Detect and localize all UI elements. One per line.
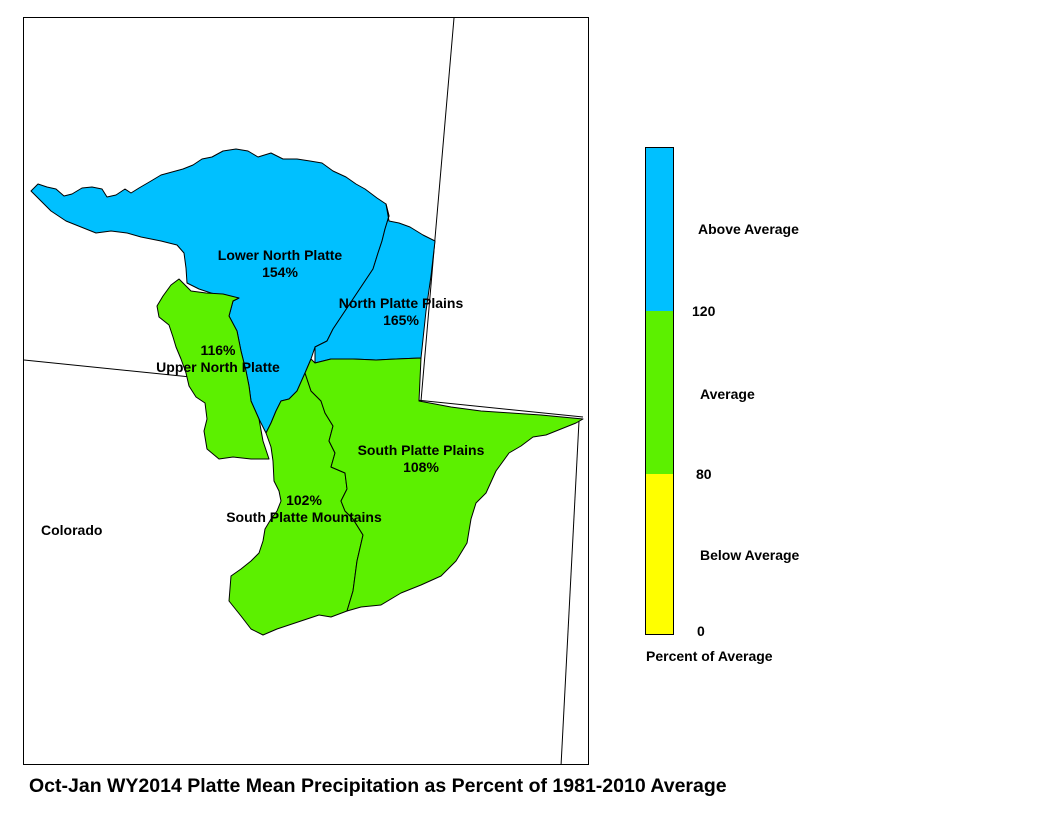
- legend-break-80: 80: [696, 466, 712, 482]
- state-label: Colorado: [41, 522, 103, 538]
- legend-label-average: Average: [700, 386, 755, 402]
- basin-label-upper-north-platte: 116% Upper North Platte: [156, 342, 280, 376]
- basin-label-south-platte-mountains: 102% South Platte Mountains: [226, 492, 382, 526]
- legend-swatch-above: [646, 148, 673, 311]
- basin-name: Upper North Platte: [156, 359, 280, 375]
- basin-map: [24, 18, 584, 764]
- legend-title: Percent of Average: [646, 648, 773, 664]
- basin-label-south-platte-plains: South Platte Plains 108%: [358, 442, 485, 476]
- legend-label-below: Below Average: [700, 547, 800, 563]
- basin-percent: 116%: [200, 342, 236, 358]
- state-boundary-line: [560, 420, 580, 764]
- map-frame: [23, 17, 589, 765]
- basin-percent: 108%: [403, 459, 439, 475]
- legend-break-0: 0: [697, 623, 705, 639]
- basin-name: Lower North Platte: [217, 247, 343, 263]
- basin-label-lower-north-platte: Lower North Platte 154%: [218, 247, 342, 281]
- legend-swatch-average: [646, 311, 673, 474]
- map-title: Oct-Jan WY2014 Platte Mean Precipitation…: [29, 775, 727, 797]
- legend-label-above: Above Average: [698, 221, 799, 237]
- legend-break-120: 120: [692, 303, 716, 319]
- state-boundary-line: [420, 18, 455, 402]
- basin-name: South Platte Mountains: [226, 509, 382, 525]
- basin-upper-north-platte[interactable]: [156, 278, 270, 460]
- basin-percent: 102%: [286, 492, 322, 508]
- basin-label-north-platte-plains: North Platte Plains 165%: [339, 295, 463, 329]
- legend-swatch-below: [646, 474, 673, 634]
- basin-percent: 154%: [262, 264, 298, 280]
- basin-south-platte-plains[interactable]: [304, 357, 584, 612]
- basin-percent: 165%: [383, 312, 419, 328]
- basin-name: North Platte Plains: [338, 295, 464, 311]
- basin-name: South Platte Plains: [357, 442, 485, 458]
- legend-color-bar: [645, 147, 674, 635]
